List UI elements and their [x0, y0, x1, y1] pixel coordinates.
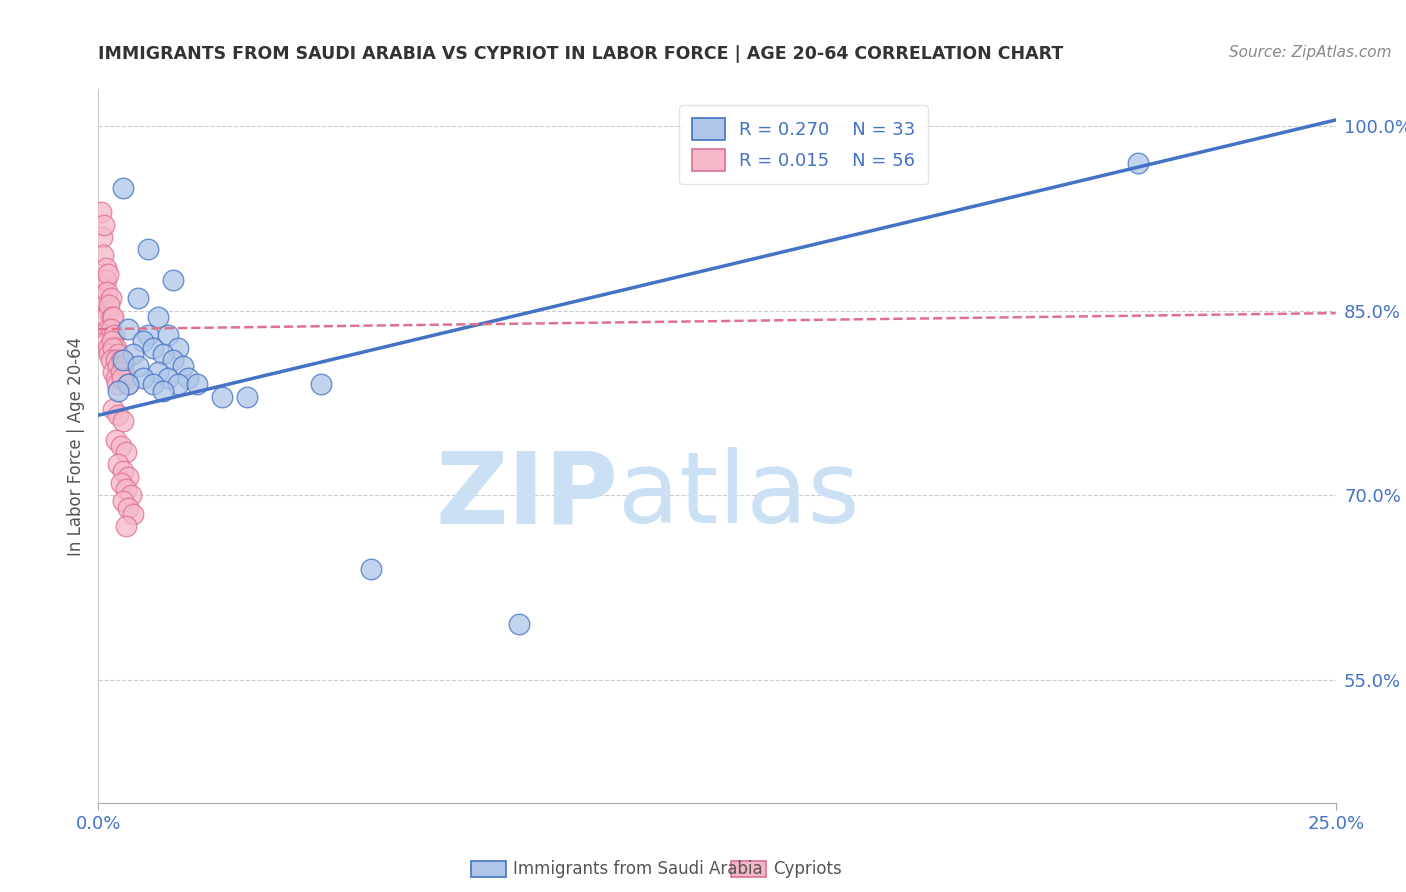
Point: [156, 328, 179, 343]
Point: [162, 273, 184, 287]
Point: [176, 371, 198, 385]
Point: [100, 328, 122, 343]
Text: ZIP: ZIP: [436, 448, 619, 544]
Point: [112, 414, 135, 428]
Point: [110, 439, 132, 453]
Point: [100, 291, 122, 305]
Point: [136, 328, 159, 343]
Point: [166, 341, 188, 355]
Point: [114, 482, 136, 496]
Point: [162, 352, 184, 367]
Point: [111, 371, 134, 385]
Y-axis label: In Labor Force | Age 20-64: In Labor Force | Age 20-64: [66, 336, 84, 556]
Point: [142, 341, 165, 355]
Point: [94, 260, 117, 275]
Point: [103, 402, 125, 417]
Point: [93, 218, 115, 232]
Point: [132, 334, 155, 349]
Point: [100, 322, 122, 336]
Point: [97, 267, 120, 281]
Text: atlas: atlas: [619, 448, 859, 544]
Point: [127, 291, 149, 305]
Point: [91, 230, 114, 244]
Point: [93, 297, 115, 311]
Point: [93, 291, 115, 305]
Point: [107, 359, 129, 373]
Point: [103, 341, 125, 355]
Point: [117, 500, 139, 515]
Point: [104, 433, 127, 447]
Point: [112, 352, 135, 367]
Point: [122, 347, 145, 361]
Point: [360, 562, 382, 576]
Point: [127, 359, 149, 373]
Text: IMMIGRANTS FROM SAUDI ARABIA VS CYPRIOT IN LABOR FORCE | AGE 20-64 CORRELATION C: IMMIGRANTS FROM SAUDI ARABIA VS CYPRIOT …: [98, 45, 1064, 62]
Point: [107, 384, 129, 398]
Point: [152, 347, 174, 361]
Point: [107, 347, 129, 361]
Point: [1126, 156, 1149, 170]
Point: [110, 475, 132, 490]
Point: [117, 377, 139, 392]
Point: [93, 248, 115, 262]
Point: [112, 359, 135, 373]
Point: [136, 242, 159, 256]
Point: [97, 303, 120, 318]
Point: [104, 371, 127, 385]
Point: [105, 377, 128, 392]
Point: [110, 365, 132, 379]
Point: [132, 371, 155, 385]
Text: Cypriots: Cypriots: [773, 860, 842, 878]
Point: [236, 390, 259, 404]
Point: [96, 285, 118, 300]
Point: [114, 445, 136, 459]
Point: [112, 494, 135, 508]
Point: [117, 322, 139, 336]
Point: [114, 371, 136, 385]
Point: [101, 310, 124, 324]
Point: [101, 334, 124, 349]
Point: [90, 205, 112, 219]
Point: [103, 365, 125, 379]
Point: [110, 352, 132, 367]
Point: [98, 347, 121, 361]
Text: Source: ZipAtlas.com: Source: ZipAtlas.com: [1229, 45, 1392, 60]
Point: [107, 409, 129, 423]
Point: [117, 377, 139, 392]
Point: [146, 310, 169, 324]
Point: [103, 310, 125, 324]
Point: [122, 507, 145, 521]
Point: [104, 352, 127, 367]
Point: [166, 377, 188, 392]
Point: [98, 297, 121, 311]
Point: [186, 377, 208, 392]
Point: [211, 390, 233, 404]
Point: [114, 519, 136, 533]
Point: [309, 377, 332, 392]
Point: [104, 341, 127, 355]
Point: [117, 469, 139, 483]
Point: [107, 458, 129, 472]
Point: [97, 322, 120, 336]
Point: [112, 180, 135, 194]
Point: [152, 384, 174, 398]
Point: [142, 377, 165, 392]
Point: [94, 310, 117, 324]
Point: [112, 464, 135, 478]
Point: [103, 328, 125, 343]
Point: [97, 341, 120, 355]
Point: [96, 334, 118, 349]
Point: [508, 617, 530, 632]
Point: [120, 488, 142, 502]
Point: [91, 279, 114, 293]
Point: [156, 371, 179, 385]
Point: [172, 359, 194, 373]
Point: [100, 352, 122, 367]
Point: [146, 365, 169, 379]
Text: Immigrants from Saudi Arabia: Immigrants from Saudi Arabia: [513, 860, 763, 878]
Legend: R = 0.270    N = 33, R = 0.015    N = 56: R = 0.270 N = 33, R = 0.015 N = 56: [679, 105, 928, 184]
Point: [94, 273, 117, 287]
